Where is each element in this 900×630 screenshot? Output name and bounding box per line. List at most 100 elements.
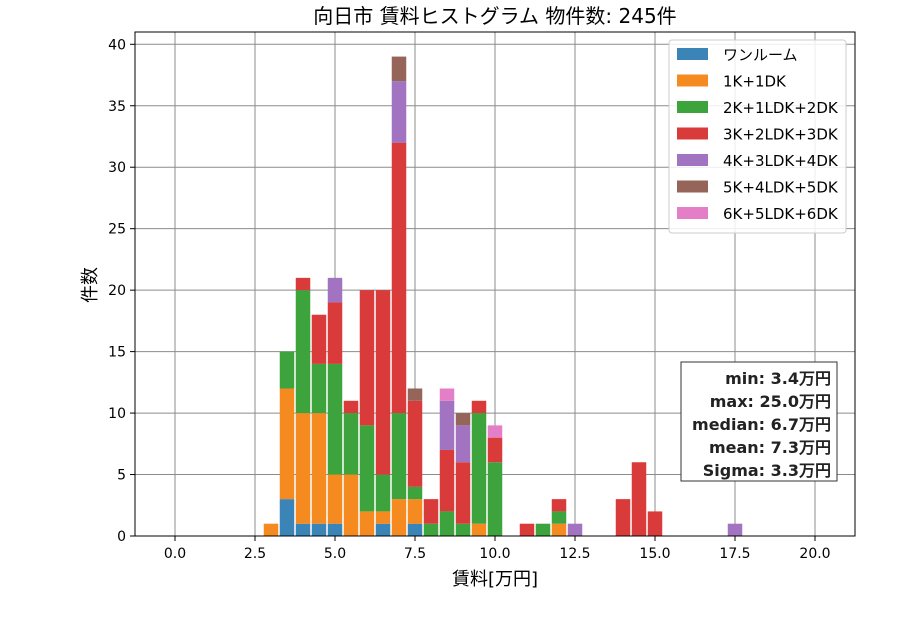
bar-segment: [455, 523, 471, 536]
bar-segment: [311, 363, 327, 414]
bar-segment: [295, 523, 311, 536]
stats-line: mean: 7.3万円: [709, 438, 831, 457]
legend-label: 6K+5LDK+6DK: [723, 205, 839, 223]
bar-segment: [391, 142, 407, 414]
x-tick-label: 5.0: [324, 546, 346, 562]
bar-segment: [631, 462, 647, 536]
x-axis-label: 賃料[万円]: [452, 569, 538, 590]
bar-segment: [343, 474, 359, 536]
legend-swatch: [677, 207, 708, 219]
bar-segment: [279, 351, 295, 389]
bar-segment: [407, 499, 423, 524]
legend-swatch: [677, 180, 708, 193]
stats-line: median: 6.7万円: [692, 415, 831, 434]
legend-label: 5K+4LDK+5DK: [723, 179, 839, 197]
bar-segment: [327, 363, 343, 475]
bar-segment: [471, 400, 487, 414]
bar-segment: [279, 388, 295, 500]
legend-swatch: [677, 154, 708, 166]
legend-swatch: [677, 101, 708, 113]
bar-segment: [263, 523, 279, 536]
y-tick-label: 5: [117, 468, 126, 484]
bars-group: [263, 56, 743, 536]
bar-segment: [327, 474, 343, 524]
bar-segment: [375, 290, 391, 475]
x-tick-label: 15.0: [639, 546, 670, 562]
bar-segment: [551, 523, 567, 536]
bar-segment: [423, 523, 439, 536]
bar-segment: [727, 523, 743, 536]
bar-segment: [471, 413, 487, 524]
bar-segment: [519, 523, 535, 536]
bar-segment: [439, 400, 455, 450]
bar-segment: [407, 523, 423, 536]
bar-segment: [647, 511, 663, 536]
bar-segment: [311, 413, 327, 524]
bar-segment: [455, 413, 471, 426]
bar-segment: [327, 302, 343, 364]
bar-segment: [375, 523, 391, 536]
x-axis-ticks: 0.0 2.5 5.0 7.5 10.0 12.5 15.0 17.5 20.0: [164, 536, 831, 562]
chart-title: 向日市 賃料ヒストグラム 物件数: 245件: [313, 4, 676, 28]
legend-label: 4K+3LDK+4DK: [723, 152, 839, 170]
x-tick-label: 12.5: [559, 546, 590, 562]
bar-segment: [535, 523, 551, 536]
y-tick-label: 35: [108, 99, 126, 115]
bar-segment: [391, 56, 407, 82]
bar-segment: [311, 314, 327, 364]
bar-segment: [343, 413, 359, 475]
stats-line: min: 3.4万円: [725, 369, 831, 388]
bar-segment: [439, 388, 455, 401]
bar-segment: [439, 449, 455, 512]
bar-segment: [487, 462, 503, 536]
y-tick-label: 20: [108, 283, 126, 299]
bar-segment: [327, 277, 343, 303]
bar-segment: [471, 523, 487, 536]
y-tick-label: 25: [108, 222, 126, 238]
bar-segment: [295, 413, 311, 524]
y-axis-ticks: 0 5 10 15 20 25 30 35 40: [108, 37, 135, 545]
bar-segment: [359, 425, 375, 512]
bar-segment: [455, 462, 471, 524]
bar-segment: [455, 425, 471, 463]
bar-segment: [439, 511, 455, 536]
bar-segment: [279, 499, 295, 536]
legend: ワンルーム 1K+1DK 2K+1LDK+2DK 3K+2LDK+3DK 4K+3LDK…: [668, 39, 847, 234]
bar-segment: [391, 81, 407, 143]
bar-segment: [407, 388, 423, 401]
bar-segment: [487, 437, 503, 463]
legend-label: 3K+2LDK+3DK: [723, 126, 839, 144]
x-tick-label: 17.5: [719, 546, 750, 562]
y-tick-label: 30: [108, 160, 126, 176]
bar-segment: [311, 523, 327, 536]
legend-swatch: [677, 127, 708, 140]
bar-segment: [295, 277, 311, 291]
stats-annotation-box: min: 3.4万円 max: 25.0万円 median: 6.7万円 mean: …: [680, 361, 838, 482]
x-tick-label: 2.5: [244, 546, 266, 562]
legend-label: 1K+1DK: [723, 73, 787, 91]
bar-segment: [295, 290, 311, 414]
bar-segment: [423, 499, 439, 524]
y-axis-label: 件数: [80, 267, 101, 303]
bar-segment: [487, 425, 503, 438]
bar-segment: [327, 523, 343, 536]
bar-segment: [407, 486, 423, 500]
legend-label: ワンルーム: [723, 46, 798, 64]
legend-box: [668, 39, 847, 234]
bar-segment: [391, 499, 407, 536]
bar-segment: [551, 511, 567, 524]
stats-line: max: 25.0万円: [710, 392, 831, 411]
x-tick-label: 0.0: [164, 546, 186, 562]
y-tick-label: 0: [117, 529, 126, 545]
bar-segment: [391, 413, 407, 500]
y-tick-label: 15: [108, 345, 126, 361]
x-tick-label: 7.5: [404, 546, 426, 562]
bar-segment: [375, 474, 391, 512]
legend-swatch: [677, 74, 708, 87]
x-tick-label: 10.0: [479, 546, 510, 562]
x-tick-label: 20.0: [799, 546, 830, 562]
legend-label: 2K+1LDK+2DK: [723, 99, 839, 117]
y-tick-label: 40: [108, 37, 126, 53]
bar-segment: [359, 290, 375, 426]
